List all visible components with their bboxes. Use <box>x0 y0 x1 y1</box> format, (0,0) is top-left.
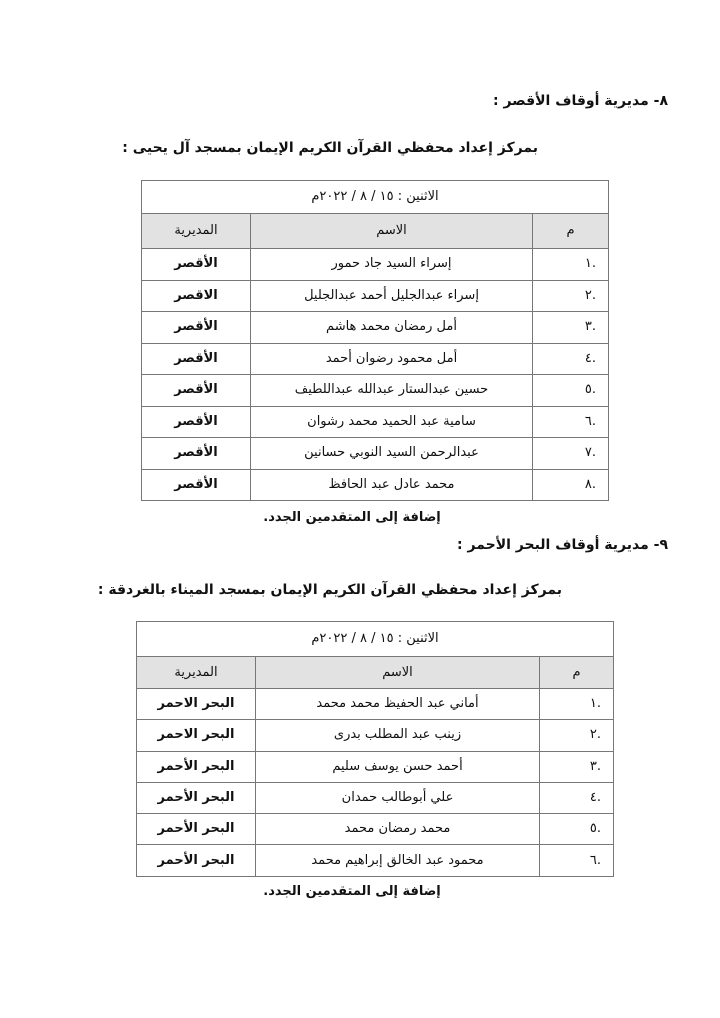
row-name: إسراء عبدالجليل أحمد عبدالجليل <box>250 279 533 312</box>
row-number: .٦ <box>532 405 609 438</box>
row-number: .٢ <box>532 279 609 312</box>
row-name: أمل محمود رضوان أحمد <box>250 342 533 375</box>
section-9-note: إضافة إلى المتقدمين الجدد. <box>263 884 441 899</box>
table-row: .٥ حسين عبدالستار عبدالله عبداللطيف الأقصر <box>141 374 609 407</box>
table-row: .٨ محمد عادل عبد الحافظ الأقصر <box>141 468 609 501</box>
row-number: .٤ <box>539 781 614 815</box>
col-header-name: الاسم <box>250 213 533 249</box>
col-header-directorate: المديرية <box>136 656 256 689</box>
table-row: .٧ عبدالرحمن السيد النوبي حسانين الأقصر <box>141 437 609 470</box>
row-directorate: الأقصر <box>141 437 251 470</box>
table-row: .١ إسراء السيد جاد حمور الأقصر <box>141 248 609 281</box>
row-name: محمد عادل عبد الحافظ <box>250 468 533 501</box>
row-name: إسراء السيد جاد حمور <box>250 248 533 281</box>
luxor-table: الاثنين : ١٥ / ٨ / ٢٠٢٢م م الاسم المديري… <box>141 180 609 501</box>
row-number: .٥ <box>539 813 614 846</box>
row-directorate: البحر الأحمر <box>136 813 256 846</box>
red-sea-table: الاثنين : ١٥ / ٨ / ٢٠٢٢م م الاسم المديري… <box>136 621 614 877</box>
table-row: .٤ أمل محمود رضوان أحمد الأقصر <box>141 342 609 375</box>
row-name: سامية عبد الحميد محمد رشوان <box>250 405 533 438</box>
row-name: أمل رمضان محمد هاشم <box>250 311 533 344</box>
table-date: الاثنين : ١٥ / ٨ / ٢٠٢٢م <box>141 180 609 214</box>
row-directorate: الأقصر <box>141 342 251 375</box>
row-name: أحمد حسن يوسف سليم <box>255 750 540 783</box>
row-directorate: الأقصر <box>141 405 251 438</box>
row-directorate: الأقصر <box>141 311 251 344</box>
row-directorate: البحر الأحمر <box>136 750 256 783</box>
row-name: علي أبوطالب حمدان <box>255 781 540 815</box>
table-row: .٥ محمد رمضان محمد البحر الأحمر <box>136 813 614 846</box>
row-directorate: الأقصر <box>141 468 251 501</box>
col-header-directorate: المديرية <box>141 213 251 249</box>
row-name: أماني عبد الحفيظ محمد محمد <box>255 687 540 721</box>
row-directorate: الأقصر <box>141 374 251 407</box>
table-row: .٣ أحمد حسن يوسف سليم البحر الأحمر <box>136 750 614 783</box>
table-date: الاثنين : ١٥ / ٨ / ٢٠٢٢م <box>136 621 614 657</box>
row-number: .٧ <box>532 437 609 470</box>
table-row: .١ أماني عبد الحفيظ محمد محمد البحر الاحمر <box>136 687 614 721</box>
section-8-heading: ٨- مديرية أوقاف الأقصر : <box>492 93 668 109</box>
row-name: محمد رمضان محمد <box>255 813 540 846</box>
table-row: .٣ أمل رمضان محمد هاشم الأقصر <box>141 311 609 344</box>
row-directorate: البحر الاحمر <box>136 687 256 721</box>
table-row: .٢ إسراء عبدالجليل أحمد عبدالجليل الاقصر <box>141 279 609 312</box>
row-number: .٦ <box>539 844 614 877</box>
row-directorate: البحر الاحمر <box>136 719 256 752</box>
row-name: عبدالرحمن السيد النوبي حسانين <box>250 437 533 470</box>
table-row: .٦ سامية عبد الحميد محمد رشوان الأقصر <box>141 405 609 438</box>
row-directorate: الاقصر <box>141 279 251 312</box>
row-number: .١ <box>539 687 614 721</box>
col-header-name: الاسم <box>255 656 540 689</box>
row-number: .٢ <box>539 719 614 752</box>
row-name: محمود عبد الخالق إبراهيم محمد <box>255 844 540 877</box>
section-9-heading: ٩- مديرية أوقاف البحر الأحمر : <box>457 537 668 553</box>
row-number: .١ <box>532 248 609 281</box>
col-header-num: م <box>539 656 614 689</box>
row-number: .٣ <box>532 311 609 344</box>
table-row: .٢ زينب عبد المطلب بدرى البحر الاحمر <box>136 719 614 752</box>
row-directorate: الأقصر <box>141 248 251 281</box>
row-number: .٤ <box>532 342 609 375</box>
row-name: زينب عبد المطلب بدرى <box>255 719 540 752</box>
row-directorate: البحر الأحمر <box>136 844 256 877</box>
section-8-subheading: بمركز إعداد محفظي القرآن الكريم الإيمان … <box>122 140 538 156</box>
row-number: .٣ <box>539 750 614 783</box>
section-9-subheading: بمركز إعداد محفظي القرآن الكريم الإيمان … <box>97 582 562 598</box>
row-name: حسين عبدالستار عبدالله عبداللطيف <box>250 374 533 407</box>
row-number: .٨ <box>532 468 609 501</box>
row-number: .٥ <box>532 374 609 407</box>
table-row: .٦ محمود عبد الخالق إبراهيم محمد البحر الأ… <box>136 844 614 877</box>
col-header-num: م <box>532 213 609 249</box>
table-row: .٤ علي أبوطالب حمدان البحر الأحمر <box>136 781 614 815</box>
row-directorate: البحر الأحمر <box>136 781 256 815</box>
section-8-note: إضافة إلى المتقدمين الجدد. <box>263 510 441 525</box>
